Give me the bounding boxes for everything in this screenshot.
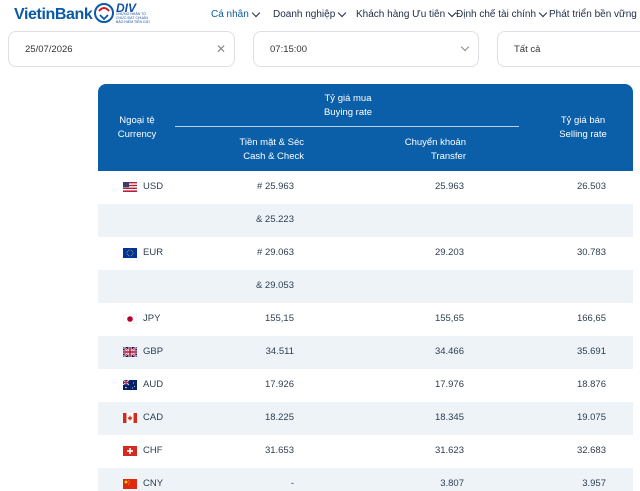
cash-rate: & 25.223 — [255, 214, 294, 225]
eu-flag-icon — [123, 248, 137, 258]
selling-rate: 26.503 — [576, 181, 606, 192]
selling-rate: 19.075 — [576, 412, 606, 423]
currency-code: USD — [143, 181, 164, 192]
cash-rate: # 29.063 — [257, 247, 294, 258]
time-value: 07:15:00 — [270, 44, 307, 55]
cash-rate: 34.511 — [265, 346, 294, 357]
nav-label: Phát triển bền vững — [549, 9, 637, 20]
table-row: JPY 155,15 155,65 166,65 — [98, 303, 633, 336]
transfer-rate: 25.963 — [434, 181, 464, 192]
date-value: 25/07/2026 — [25, 44, 73, 55]
header-label: Tỷ giá mua — [324, 93, 372, 104]
cash-rate: 18.225 — [264, 412, 294, 423]
table-row: USD # 25.963 25.963 26.503 — [98, 171, 633, 204]
table-row: CAD 18.225 18.345 19.075 — [98, 402, 633, 435]
nav-label: Cá nhân — [211, 9, 249, 20]
date-field[interactable]: 25/07/2026 ✕ — [8, 31, 235, 67]
header-label: Buying rate — [323, 107, 373, 118]
cash-rate: 31.653 — [264, 445, 294, 456]
top-header: VietinBank DIV CHỨNG NHẬN TỔ CHỨC ĐẠT CH… — [0, 0, 640, 32]
nav-item-phat-trien-ben-vung[interactable]: Phát triển bền vững — [549, 9, 637, 20]
header-label: Cash & Check — [243, 151, 304, 162]
header-label: Currency — [117, 129, 157, 140]
header-divider — [175, 126, 519, 127]
currency-code: JPY — [143, 313, 161, 324]
transfer-rate: 18.345 — [434, 412, 464, 423]
nav-label: Doanh nghiệp — [273, 9, 336, 20]
currency-code: CHF — [143, 445, 163, 456]
selling-rate: 35.691 — [576, 346, 606, 357]
transfer-rate: 31.623 — [434, 445, 464, 456]
exchange-rate-table: Ngoại tệ Currency Tỷ giá mua Buying rate… — [98, 84, 633, 491]
chevron-down-icon — [251, 8, 261, 17]
time-select[interactable]: 07:15:00 — [253, 31, 479, 67]
header-label: Selling rate — [559, 129, 607, 140]
chevron-down-icon — [538, 8, 548, 17]
header-label: Tỷ giá bán — [560, 115, 606, 126]
div-badge-title: DIV — [116, 1, 137, 15]
table-row: EUR # 29.063 29.203 30.783 — [98, 237, 633, 270]
cash-check-header: Tiền mặt & Séc Cash & Check — [204, 136, 304, 164]
selling-rate: 166,65 — [576, 313, 606, 324]
gb-flag-icon — [123, 347, 137, 357]
main-nav: Cá nhân Doanh nghiệp Khách hàng Ưu tiên … — [211, 8, 637, 20]
currency-type-select[interactable]: Tất cả — [497, 31, 640, 67]
us-flag-icon — [123, 182, 137, 192]
table-row: GBP 34.511 34.466 35.691 — [98, 336, 633, 369]
table-row: & 29.053 — [98, 270, 633, 303]
transfer-rate: 29.203 — [434, 247, 464, 258]
div-badge-text: CHỨNG NHẬN TỔ CHỨC ĐẠT CHUẨN BẢO HIỂM TI… — [116, 12, 150, 24]
ca-flag-icon — [123, 413, 137, 423]
selling-rate-header: Tỷ giá bán Selling rate — [538, 114, 628, 142]
chevron-down-icon — [460, 42, 470, 52]
nav-item-doanh-nghiep[interactable]: Doanh nghiệp — [273, 8, 356, 20]
selling-rate: 18.876 — [576, 379, 606, 390]
currency-code: GBP — [143, 346, 164, 357]
selling-rate: 30.783 — [576, 247, 606, 258]
cash-rate: 17.926 — [264, 379, 294, 390]
transfer-rate: 155,65 — [434, 313, 464, 324]
cash-rate: 155,15 — [264, 313, 294, 324]
currency-code: AUD — [143, 379, 164, 390]
nav-label: Định chế tài chính — [456, 9, 537, 20]
nav-item-ca-nhan[interactable]: Cá nhân — [211, 8, 273, 20]
cash-rate: - — [290, 478, 294, 489]
header-label: Tiền mặt & Séc — [239, 137, 304, 148]
table-row: CHF 31.653 31.623 32.683 — [98, 435, 633, 468]
currency-code: EUR — [143, 247, 164, 258]
transfer-rate: 34.466 — [434, 346, 464, 357]
nav-item-dinh-che-tai-chinh[interactable]: Định chế tài chính — [456, 8, 549, 20]
buying-rate-header: Tỷ giá mua Buying rate — [268, 92, 428, 120]
transfer-rate: 3.807 — [440, 478, 464, 489]
au-flag-icon — [123, 380, 137, 390]
cash-rate: # 25.963 — [257, 181, 294, 192]
selling-rate: 32.683 — [576, 445, 606, 456]
jp-flag-icon — [123, 314, 137, 324]
header-label: Chuyển khoản — [404, 137, 466, 148]
ch-flag-icon — [123, 446, 137, 456]
clear-icon[interactable]: ✕ — [215, 42, 226, 56]
cn-flag-icon — [123, 479, 137, 489]
vietinbank-logo-mark-icon — [94, 3, 114, 23]
table-row: CNY - 3.807 3.957 — [98, 468, 633, 491]
currency-code: CAD — [143, 412, 164, 423]
type-value: Tất cả — [514, 44, 541, 55]
nav-label: Khách hàng Ưu tiên — [356, 9, 446, 20]
transfer-header: Chuyển khoản Transfer — [366, 136, 466, 164]
div-certification-badge: DIV CHỨNG NHẬN TỔ CHỨC ĐẠT CHUẨN BẢO HIỂ… — [116, 1, 156, 29]
table-row: & 25.223 — [98, 204, 633, 237]
transfer-rate: 17.976 — [434, 379, 464, 390]
selling-rate: 3.957 — [582, 478, 606, 489]
table-header: Ngoại tệ Currency Tỷ giá mua Buying rate… — [98, 84, 633, 171]
nav-item-khach-hang-uu-tien[interactable]: Khách hàng Ưu tiên — [356, 8, 457, 20]
chevron-down-icon — [338, 8, 347, 17]
header-label: Ngoại tệ — [119, 115, 155, 126]
vietinbank-logo[interactable]: VietinBank — [14, 6, 93, 23]
currency-code: CNY — [143, 478, 164, 489]
currency-header: Ngoại tệ Currency — [108, 114, 166, 142]
table-row: AUD 17.926 17.976 18.876 — [98, 369, 633, 402]
header-label: Transfer — [430, 151, 466, 162]
cash-rate: & 29.053 — [255, 280, 294, 291]
